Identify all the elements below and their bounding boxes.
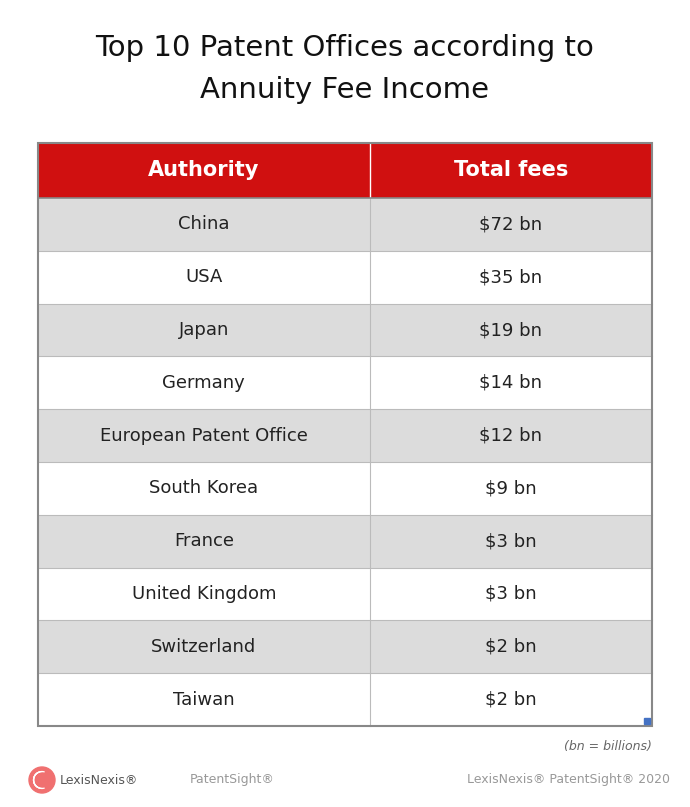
Text: Top 10 Patent Offices according to: Top 10 Patent Offices according to: [95, 34, 595, 62]
Text: USA: USA: [185, 268, 222, 286]
Bar: [38, 462, 652, 515]
Text: (bn = billions): (bn = billions): [564, 740, 652, 753]
Text: $2 bn: $2 bn: [485, 638, 537, 656]
Bar: [38, 621, 652, 673]
Bar: [38, 673, 652, 726]
Text: Annuity Fee Income: Annuity Fee Income: [201, 76, 489, 104]
Bar: [38, 567, 652, 621]
Text: Total fees: Total fees: [453, 161, 568, 181]
Text: $35 bn: $35 bn: [480, 268, 542, 286]
Bar: [38, 515, 652, 567]
Bar: [38, 409, 652, 462]
Text: $12 bn: $12 bn: [480, 427, 542, 445]
Text: Authority: Authority: [148, 161, 259, 181]
Text: $9 bn: $9 bn: [485, 479, 537, 497]
Text: $2 bn: $2 bn: [485, 691, 537, 709]
Text: LexisNexis®: LexisNexis®: [60, 773, 139, 787]
Text: $14 bn: $14 bn: [480, 374, 542, 392]
Text: Germany: Germany: [162, 374, 245, 392]
Text: Taiwan: Taiwan: [173, 691, 235, 709]
Text: LexisNexis® PatentSight® 2020: LexisNexis® PatentSight® 2020: [467, 773, 670, 787]
Text: United Kingdom: United Kingdom: [132, 585, 276, 603]
Text: European Patent Office: European Patent Office: [100, 427, 308, 445]
Bar: [38, 303, 652, 357]
Text: France: France: [174, 532, 234, 550]
Circle shape: [29, 767, 55, 793]
Bar: [38, 143, 652, 726]
Bar: [38, 198, 652, 251]
Text: Japan: Japan: [179, 321, 229, 339]
Text: $19 bn: $19 bn: [480, 321, 542, 339]
Bar: [38, 143, 652, 198]
Bar: [38, 357, 652, 409]
Text: China: China: [178, 215, 230, 233]
Text: $3 bn: $3 bn: [485, 585, 537, 603]
Text: $3 bn: $3 bn: [485, 532, 537, 550]
Text: South Korea: South Korea: [149, 479, 258, 497]
Bar: [38, 251, 652, 303]
Text: PatentSight®: PatentSight®: [190, 773, 275, 787]
Text: Switzerland: Switzerland: [151, 638, 257, 656]
Text: $72 bn: $72 bn: [480, 215, 542, 233]
